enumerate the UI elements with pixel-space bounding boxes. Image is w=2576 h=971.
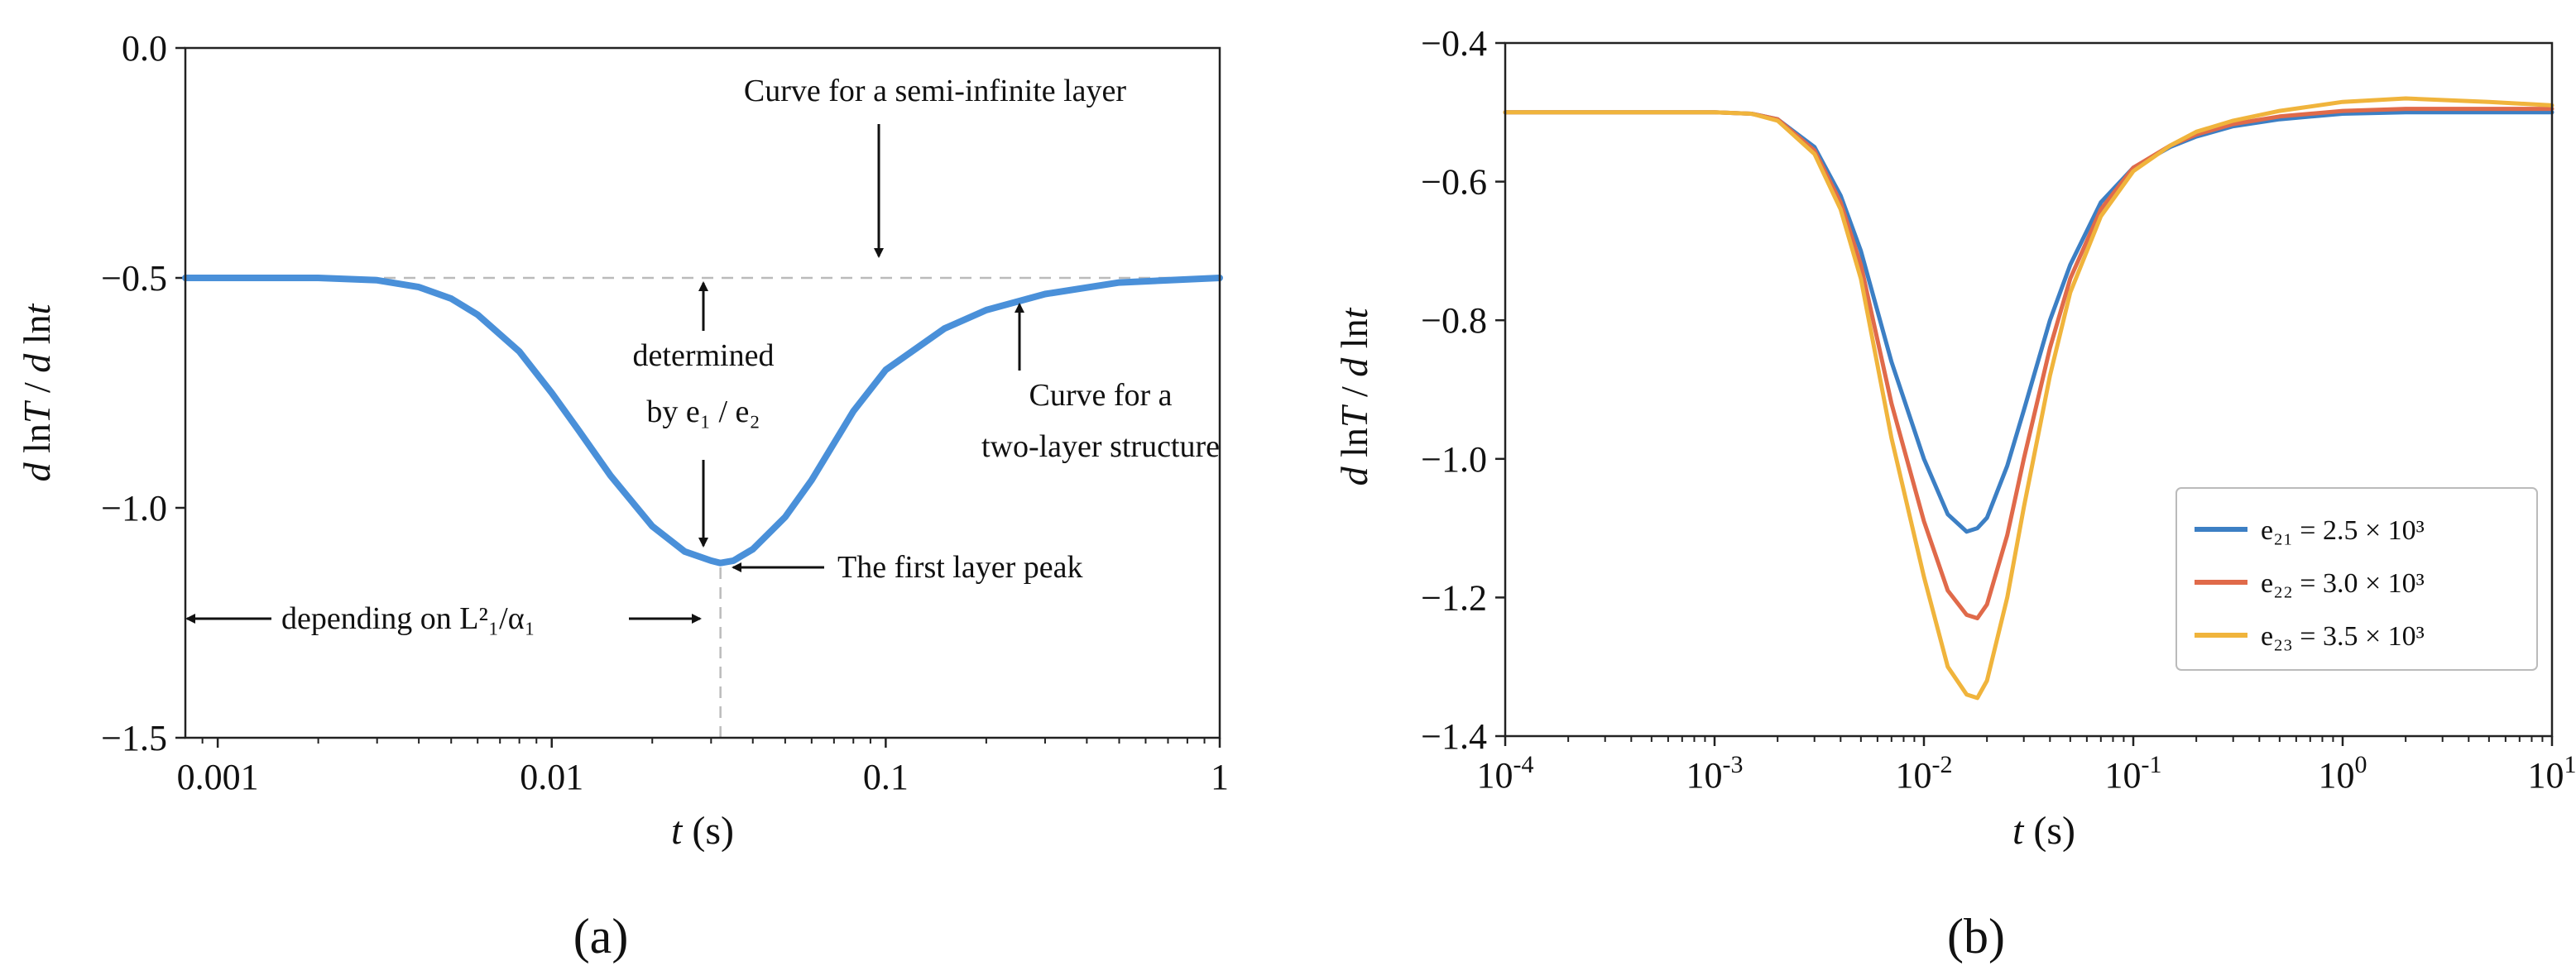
y-tick-label: −0.5 [101, 258, 167, 299]
legend-box [2175, 487, 2538, 671]
x-tick-label: 10-3 [1686, 751, 1744, 796]
y-tick-label: 0.0 [122, 28, 167, 69]
legend-label: e₂₁ = 2.5 × 10³ [2261, 515, 2425, 546]
x-tick-label: 10-2 [1896, 751, 1953, 796]
legend-label: e₂₂ = 3.0 × 10³ [2261, 568, 2425, 599]
series-line [182, 275, 1223, 567]
plot-frame-b [1504, 41, 2554, 738]
panel-label-a: (a) [573, 909, 629, 964]
y-tick-label: −1.0 [1421, 439, 1487, 480]
x-axis-label-a: t (s) [671, 809, 734, 853]
y-tick-label: −1.0 [101, 488, 167, 529]
x-tick-label: 100 [2319, 751, 2367, 796]
x-tick-label: 0.001 [177, 757, 259, 797]
annotation-semi-infinite: Curve for a semi-infinite layer [744, 74, 1127, 108]
x-tick-label: 0.1 [863, 757, 909, 797]
annotation-determined: determined [633, 338, 775, 373]
y-axis-label-a: d lnT / d lnt [16, 303, 58, 481]
y-tick-label: −1.5 [101, 718, 167, 758]
panel-label-b: (b) [1947, 909, 2005, 964]
panel-b: −0.4 −0.6 −0.8 −1.0 −1.2 −1.410-4 10-3 10-2 10-1… [1333, 23, 2576, 964]
legend-label: e₂₃ = 3.5 × 10³ [2261, 621, 2425, 652]
annotation-two-layer: two-layer structure [981, 429, 1220, 464]
panel-a: 0.0 −0.5 −1.0 −1.50.001 0.01 0.1 1 d lnT / d l… [16, 28, 1229, 964]
y-tick-label: −0.8 [1421, 300, 1487, 341]
plot-frame-a [184, 46, 1221, 739]
series-line-0 [1503, 110, 2554, 534]
y-tick-label: −1.2 [1421, 577, 1487, 618]
annotation-first-peak: The first layer peak [837, 550, 1082, 585]
x-tick-label: 0.01 [520, 757, 583, 797]
y-tick-label: −1.4 [1421, 716, 1487, 757]
series-line-2 [1503, 96, 2554, 701]
x-axis-label-b: t (s) [2012, 809, 2075, 853]
y-tick-label: −0.6 [1421, 162, 1487, 203]
y-axis-label-b: d lnT / d lnt [1333, 307, 1375, 486]
y-tick-label: −0.4 [1421, 23, 1487, 64]
legend-b: e₂₁ = 2.5 × 10³ e₂₂ = 3.0 × 10³ e₂₃ = 3.5 … [2175, 487, 2538, 671]
annotation-depending: depending on L²₁/α₁ [281, 601, 535, 636]
x-tick-label: 10-1 [2105, 751, 2162, 796]
annotation-by-ratio: by e₁ / e₂ [646, 395, 760, 429]
x-tick-label: 10-4 [1477, 751, 1534, 796]
annotation-curve-for-a: Curve for a [1029, 378, 1172, 413]
x-tick-label: 101 [2528, 751, 2576, 796]
x-tick-label: 1 [1211, 757, 1229, 797]
